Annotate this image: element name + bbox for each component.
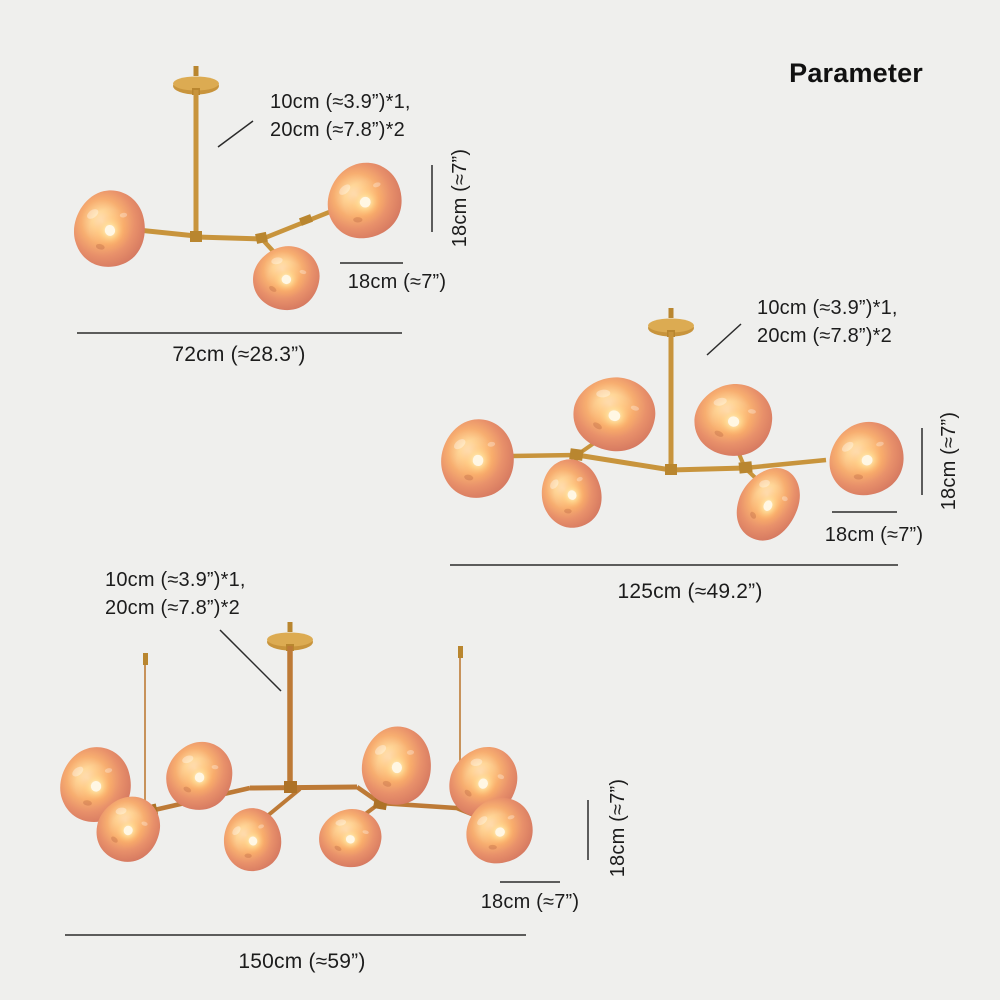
fig3-overall-width-label: 150cm (≈59”) <box>238 950 366 973</box>
fig2-rod-length-label: 10cm (≈3.9”)*1, 20cm (≈7.8”)*2 <box>757 294 898 350</box>
fig1-rod-length-label: 10cm (≈3.9”)*1, 20cm (≈7.8”)*2 <box>270 88 411 144</box>
fig3-rod-length-line1: 10cm (≈3.9”)*1, <box>105 569 246 591</box>
page-title: Parameter <box>789 58 923 88</box>
chandelier-3-light <box>68 66 412 317</box>
fig2-shade-height-label: 18cm (≈7”) <box>938 411 960 511</box>
chandelier-6-light <box>434 308 912 551</box>
fig2-shade-width-label: 18cm (≈7”) <box>824 524 924 546</box>
fig2-overall-width-label: 125cm (≈49.2”) <box>617 580 763 603</box>
fig3-shade-height-label: 18cm (≈7”) <box>607 778 629 878</box>
fig3-shade-width-label: 18cm (≈7”) <box>480 891 580 913</box>
chandelier-8-light <box>52 622 541 879</box>
fig2-rod-length-line2: 20cm (≈7.8”)*2 <box>757 325 892 347</box>
fig3-rod-length-label: 10cm (≈3.9”)*1, 20cm (≈7.8”)*2 <box>105 566 246 622</box>
fig3-rod-length-line2: 20cm (≈7.8”)*2 <box>105 597 240 619</box>
dimension-lines <box>65 120 923 936</box>
fig1-overall-width-label: 72cm (≈28.3”) <box>172 343 306 366</box>
fig1-rod-length-line1: 10cm (≈3.9”)*1, <box>270 91 411 113</box>
fig1-rod-length-line2: 20cm (≈7.8”)*2 <box>270 119 405 141</box>
fig1-shade-height-label: 18cm (≈7”) <box>449 148 471 248</box>
fig2-rod-length-line1: 10cm (≈3.9”)*1, <box>757 297 898 319</box>
fig1-shade-width-label: 18cm (≈7”) <box>347 271 447 293</box>
